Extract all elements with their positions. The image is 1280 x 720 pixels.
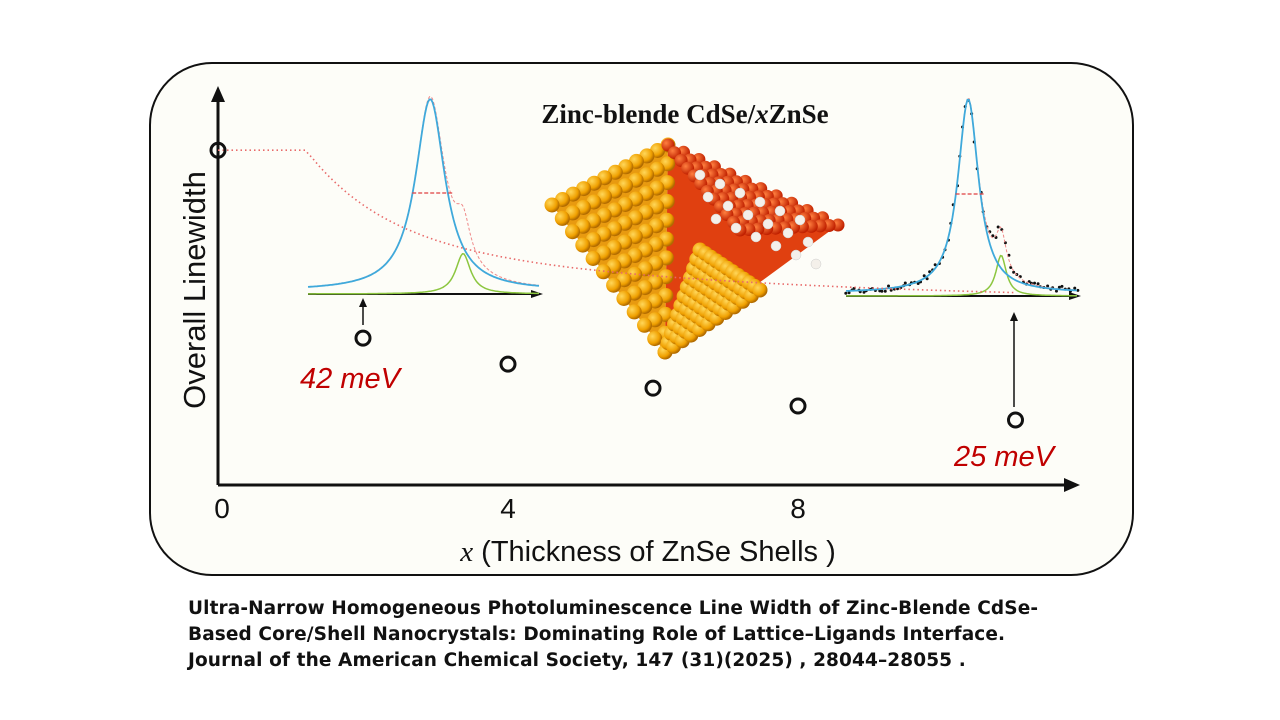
- x-axis-label: x (Thickness of ZnSe Shells ): [459, 536, 836, 568]
- ligand-atom: [782, 227, 794, 239]
- spectrum-dot: [996, 225, 1000, 229]
- spectrum-dot: [1057, 285, 1061, 289]
- spectrum-dot: [991, 234, 995, 238]
- annotation-42-mev: 42 meV: [300, 363, 403, 395]
- ligand-atom: [794, 214, 806, 226]
- y-axis-label: Overall Linewidth: [177, 171, 212, 409]
- spectrum-dot: [922, 274, 926, 278]
- x-tick-label: 4: [500, 493, 516, 524]
- fit-line: [218, 149, 1016, 294]
- data-point: [644, 379, 662, 397]
- spectrum-dot: [1012, 270, 1016, 274]
- ligand-atom: [762, 218, 774, 230]
- fit-curve: [218, 149, 1016, 294]
- spectrum-dot: [883, 289, 887, 293]
- shoulder-fit: [308, 253, 539, 295]
- x-tick-label: 0: [214, 493, 230, 524]
- spectrum-dot: [1076, 288, 1080, 292]
- zn-atom: [637, 317, 652, 333]
- main-fit: [307, 98, 540, 288]
- zn-atom: [626, 304, 642, 320]
- spectrum-dot: [916, 282, 920, 285]
- ligand-atom: [742, 209, 754, 221]
- spectrum-dot: [1000, 228, 1004, 232]
- pointer-arrow-icon: [359, 298, 367, 307]
- spectrum-dot: [1054, 289, 1058, 293]
- x-axis-arrow-icon: [1064, 478, 1080, 492]
- caption-line: Ultra-Narrow Homogeneous Photoluminescen…: [188, 598, 1039, 619]
- ligand-atom: [770, 240, 782, 252]
- ligand-atom: [774, 205, 786, 217]
- zn-atom: [565, 224, 580, 240]
- zn-atom: [606, 277, 622, 293]
- spectrum-dot: [1060, 284, 1064, 288]
- pl-spectrum-inset: [844, 97, 1081, 407]
- annotation-25-mev: 25 meV: [953, 441, 1057, 473]
- ligand-atom: [722, 200, 734, 212]
- zn-atom: [585, 251, 601, 266]
- zn-atom: [647, 331, 663, 347]
- spectrum-dot: [887, 284, 891, 288]
- ligand-atom: [730, 222, 742, 234]
- chart-title: Zinc-blende CdSe/xZnSe: [541, 99, 828, 129]
- caption-line: Journal of the American Chemical Society…: [188, 650, 966, 671]
- zn-atom: [616, 291, 632, 306]
- ligand-atom: [710, 213, 722, 225]
- spectrum-dot: [847, 291, 851, 295]
- citation-caption: Ultra-Narrow Homogeneous Photoluminescen…: [188, 596, 1038, 674]
- data-point: [789, 397, 807, 415]
- x-tick-labels: 0 4 8: [214, 493, 806, 524]
- main-fit: [845, 98, 1077, 292]
- ligand-atom: [802, 236, 814, 248]
- zn-atom: [575, 237, 591, 253]
- zn-atom: [554, 210, 570, 226]
- ligand-atom: [754, 196, 766, 208]
- pointer-arrow-icon: [1010, 312, 1018, 321]
- spectrum-dot: [1046, 284, 1050, 288]
- shoulder-fit: [846, 254, 1077, 297]
- ligand-atom: [714, 178, 726, 190]
- data-point: [209, 141, 227, 159]
- data-point: [1007, 411, 1024, 429]
- zn-atom: [752, 282, 768, 298]
- zn-atom: [544, 197, 560, 213]
- ligand-atom: [702, 191, 714, 203]
- y-axis-arrow-icon: [211, 86, 225, 102]
- spectrum-dot: [880, 289, 884, 293]
- spectrum-dot: [895, 287, 899, 291]
- figure: Zinc-blende CdSe/xZnSe Overall Linewidth…: [149, 62, 1134, 576]
- data-point: [499, 355, 517, 373]
- spectrum-dot: [889, 288, 893, 292]
- spectrum-dot: [1036, 282, 1040, 286]
- spectrum-dot: [933, 263, 937, 267]
- pl-spectrum-inset: [307, 95, 543, 325]
- spectrum-dot: [903, 281, 907, 285]
- ligand-atom: [694, 169, 706, 181]
- data-point: [354, 329, 372, 347]
- caption-line: Based Core/Shell Nanocrystals: Dominatin…: [188, 624, 1006, 645]
- annotations: 42 meV 25 meV: [300, 363, 1057, 473]
- axes: [211, 86, 1080, 492]
- ligand-atom: [790, 249, 802, 261]
- x-tick-label: 8: [790, 493, 806, 524]
- spectrum-dot: [1009, 266, 1013, 269]
- spectrum-dot: [862, 290, 866, 294]
- ligand-atom: [750, 231, 762, 243]
- spectrum-dot: [1033, 281, 1037, 285]
- ligand-atom: [810, 258, 822, 270]
- spectrum-dot: [1073, 286, 1077, 290]
- spectrum-dot: [925, 277, 929, 281]
- nanocrystal-model: [544, 137, 845, 360]
- ligand-atom: [734, 187, 746, 199]
- insets: [307, 95, 1081, 407]
- data-points: [209, 141, 1024, 429]
- spectrum-dot: [844, 291, 848, 295]
